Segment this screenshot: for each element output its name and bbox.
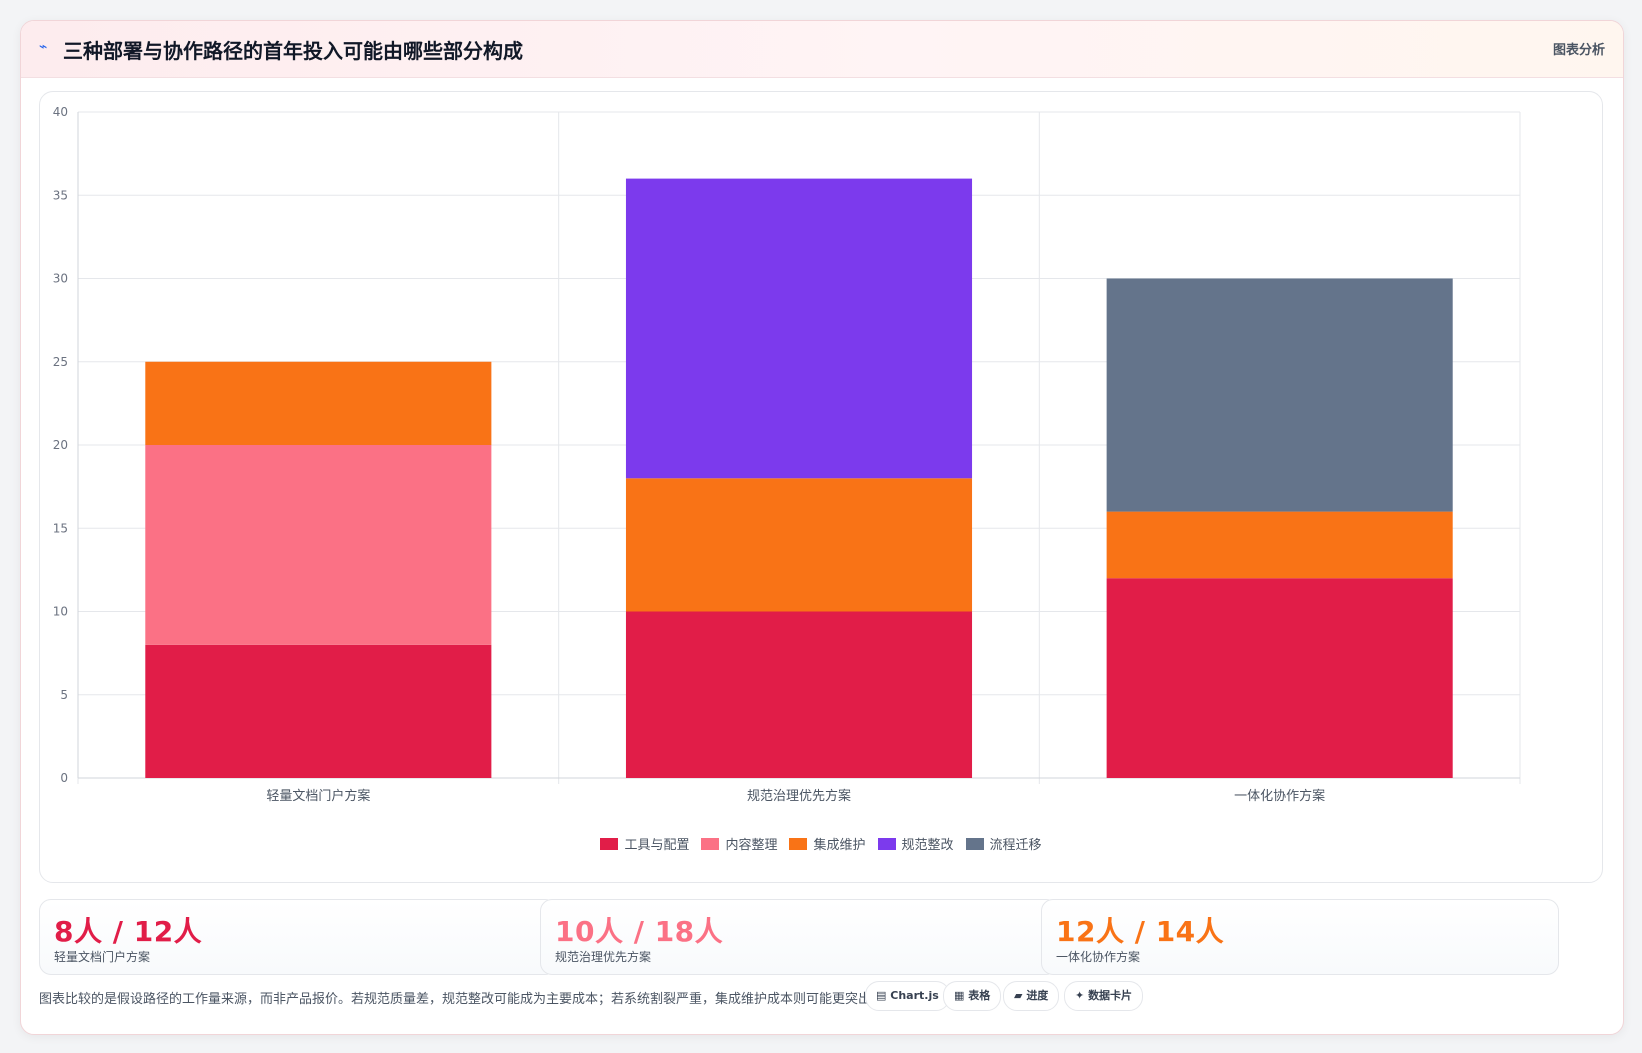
sparkle-icon: ✦ xyxy=(1075,989,1085,1002)
page-title: 三种部署与协作路径的首年投入可能由哪些部分构成 xyxy=(63,39,523,63)
legend-item[interactable]: 工具与配置 xyxy=(600,834,689,853)
stat-label: 一体化协作方案 xyxy=(1056,950,1141,964)
chart-icon: ⌁ xyxy=(39,39,48,55)
stat-value: 12人 / 14人 xyxy=(1056,915,1225,948)
stat-label: 轻量文档门户方案 xyxy=(54,950,151,964)
chip-chartjs[interactable]: ▤ Chart.js xyxy=(865,981,950,1011)
y-tick-label: 0 xyxy=(60,771,68,785)
chart-analysis-button[interactable]: 图表分析 xyxy=(1552,43,1605,58)
y-tick-label: 20 xyxy=(53,438,68,452)
y-tick-label: 35 xyxy=(53,188,68,202)
stat-label: 规范治理优先方案 xyxy=(555,950,652,964)
stat-value: 8人 / 12人 xyxy=(54,915,203,948)
chip-label: 表格 xyxy=(968,989,991,1002)
legend-item[interactable]: 集成维护 xyxy=(789,834,866,853)
legend-swatch xyxy=(877,837,896,850)
legend-label: 工具与配置 xyxy=(624,838,690,853)
stat-card-governance: 10人 / 18人 规范治理优先方案 xyxy=(540,899,1058,975)
legend-label: 内容整理 xyxy=(725,838,778,853)
chip-table[interactable]: ▦ 表格 xyxy=(943,981,1002,1011)
legend-label: 规范整改 xyxy=(901,838,954,853)
y-tick-label: 15 xyxy=(53,521,68,535)
chart-card: ⌁ 三种部署与协作路径的首年投入可能由哪些部分构成 图表分析 0 5 10 15 20 2… xyxy=(20,20,1624,1035)
chip-label: 数据卡片 xyxy=(1088,989,1133,1002)
y-tick-label: 30 xyxy=(53,272,68,286)
bar-segment xyxy=(145,644,492,778)
bar-segment xyxy=(625,611,973,778)
stat-value: 10人 / 18人 xyxy=(555,915,724,948)
legend-item[interactable]: 规范整改 xyxy=(877,834,954,853)
legend-label: 集成维护 xyxy=(813,838,866,853)
bar-segment xyxy=(1106,278,1453,512)
chip-data-card[interactable]: ✦ 数据卡片 xyxy=(1064,981,1144,1011)
bar-segment xyxy=(625,478,973,612)
legend-label: 流程迁移 xyxy=(989,838,1042,853)
x-tick-label: 一体化协作方案 xyxy=(1234,788,1325,804)
legend-item[interactable]: 流程迁移 xyxy=(965,834,1042,853)
bar-segment xyxy=(625,178,973,479)
bar-segment xyxy=(145,445,492,645)
chip-label: Chart.js xyxy=(890,989,939,1002)
chart-legend: 工具与配置 内容整理 集成维护 规范整改 流程迁移 xyxy=(40,834,1602,853)
y-tick-label: 5 xyxy=(60,688,68,702)
stat-card-integrated: 12人 / 14人 一体化协作方案 xyxy=(1041,899,1559,975)
table-icon: ▦ xyxy=(954,989,965,1002)
chart-container: 0 5 10 15 20 25 30 35 40 轻量文档门户方案 规范治理优先方案 一体化协作方案 … xyxy=(39,91,1603,883)
y-tick-label: 40 xyxy=(53,105,68,119)
legend-item[interactable]: 内容整理 xyxy=(701,834,777,853)
x-tick-label: 规范治理优先方案 xyxy=(747,788,851,804)
legend-swatch xyxy=(789,837,808,850)
card-header: ⌁ 三种部署与协作路径的首年投入可能由哪些部分构成 图表分析 xyxy=(21,21,1623,78)
legend-swatch xyxy=(965,837,984,850)
stacked-bar-chart: 0 5 10 15 20 25 30 35 40 轻量文档门户方案 规范治理优先方案 一体化协作方案 xyxy=(53,105,1521,804)
footer-note: 图表比较的是假设路径的工作量来源，而非产品报价。若规范质量差，规范整改可能成为主… xyxy=(39,992,885,1007)
bar-segment xyxy=(1106,578,1453,778)
bar-segment xyxy=(145,361,492,445)
bar-segment xyxy=(1106,511,1453,579)
legend-swatch xyxy=(701,837,720,850)
y-tick-label: 25 xyxy=(53,355,68,369)
chip-label: 进度 xyxy=(1026,989,1049,1002)
legend-swatch xyxy=(600,837,619,850)
chart-icon: ▤ xyxy=(876,989,887,1002)
chip-progress[interactable]: ▰ 进度 xyxy=(1003,981,1060,1011)
progress-icon: ▰ xyxy=(1014,989,1023,1002)
y-tick-label: 10 xyxy=(53,605,68,619)
stat-card-portal: 8人 / 12人 轻量文档门户方案 xyxy=(39,899,557,975)
x-tick-label: 轻量文档门户方案 xyxy=(266,788,370,804)
